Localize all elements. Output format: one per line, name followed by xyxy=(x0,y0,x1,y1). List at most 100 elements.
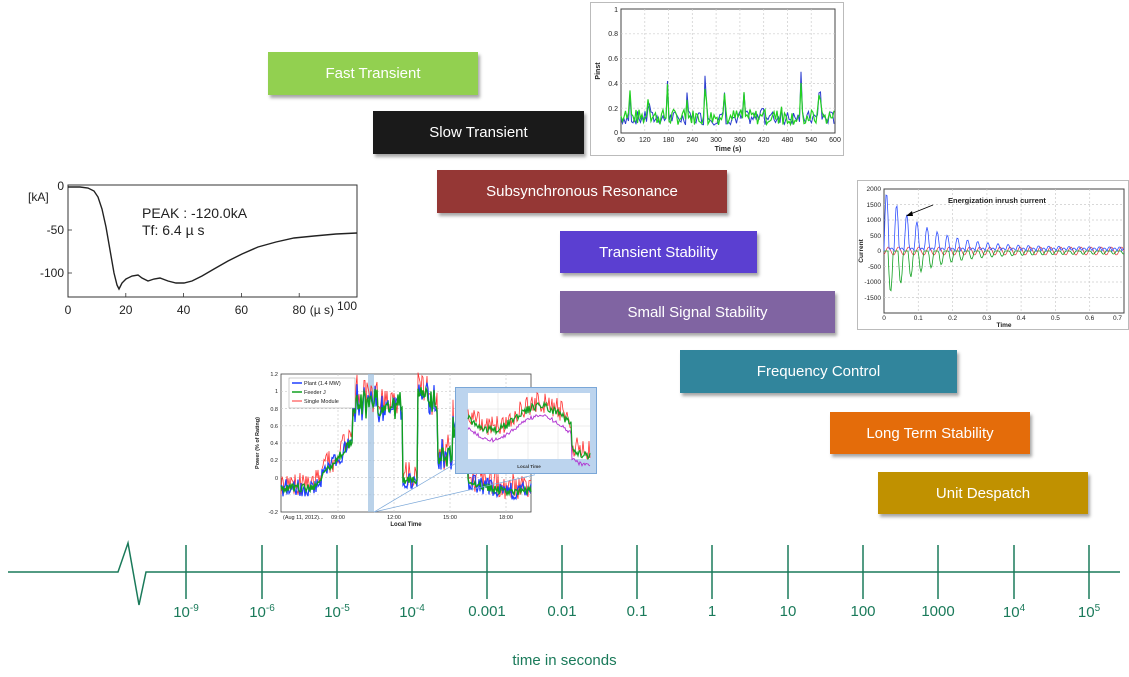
lightning-y-unit: [kA] xyxy=(28,190,49,204)
inrush-ytick: -1000 xyxy=(864,279,881,286)
pinst-xtick: 420 xyxy=(758,137,770,144)
pinst-xtick: 120 xyxy=(639,137,651,144)
lightning-x-unit: (µ s) xyxy=(310,303,334,317)
inrush-ytick: 1500 xyxy=(867,202,882,209)
inrush-xtick: 0.6 xyxy=(1085,315,1094,322)
timeline-tick-label: 10 xyxy=(779,603,797,620)
pv-xtick: 12:00 xyxy=(387,515,401,521)
timeline-tick-label: 10-5 xyxy=(324,603,350,621)
pinst-ytick: 0.6 xyxy=(608,56,618,63)
lightning-xtick: 20 xyxy=(119,303,133,317)
lightning-peak-annotation: PEAK : -120.0kA xyxy=(142,205,248,221)
inrush-xtick: 0.7 xyxy=(1113,315,1122,322)
bar-slow-transient: Slow Transient xyxy=(373,111,584,154)
pinst-xtick: 360 xyxy=(734,137,746,144)
inrush-ytick: -500 xyxy=(868,264,881,271)
lightning-plot-svg: [kA] 0 -50 -100 0 20 40 60 80 (µ s) 100 … xyxy=(28,179,358,317)
timeline-tick-label: 10-6 xyxy=(249,603,275,621)
pv-xlabel: Local Time xyxy=(390,522,422,528)
pv-ylabel: Power (% of Rating) xyxy=(255,417,261,469)
pv-xtick: 15:00 xyxy=(443,515,457,521)
timeline-tick-label: 10-9 xyxy=(173,603,199,621)
inrush-ytick: 2000 xyxy=(867,186,882,193)
pv-legend-entry: Plant (1.4 MW) xyxy=(304,381,341,387)
pinst-xtick: 300 xyxy=(710,137,722,144)
lightning-ytick: -100 xyxy=(40,266,64,280)
bar-small-signal-stability: Small Signal Stability xyxy=(560,291,835,333)
timeline-tick-label: 1 xyxy=(707,603,717,620)
pv-xtick: (Aug 11, 2012)... xyxy=(283,515,324,521)
pv-ytick: -0.2 xyxy=(269,510,278,516)
inrush-ytick: 500 xyxy=(870,233,881,240)
pv-xtick: 18:00 xyxy=(499,515,513,521)
pv-legend-entry: Feeder J xyxy=(304,390,326,396)
inrush-ytick: -1500 xyxy=(864,295,881,302)
inrush-ylabel: Current xyxy=(858,238,865,262)
pinst-ytick: 0 xyxy=(614,130,618,137)
pv-ytick: 0.6 xyxy=(270,424,278,430)
pv-legend-entry: Single Module xyxy=(304,399,339,405)
pinst-ylabel: Pinst xyxy=(595,62,602,80)
timeline-tick-label: 0.01 xyxy=(547,603,577,620)
timeline-tick-label: 10-4 xyxy=(399,603,425,621)
inrush-xtick: 0.3 xyxy=(982,315,991,322)
pv-ytick: 1 xyxy=(275,389,278,395)
pv-zoom-inset-svg: Local Time xyxy=(467,391,591,469)
pv-ytick: 1.2 xyxy=(270,372,278,378)
inrush-xtick: 0.4 xyxy=(1017,315,1026,322)
pinst-xtick: 480 xyxy=(782,137,794,144)
lightning-xtick: 80 xyxy=(293,303,307,317)
bar-long-term-stability: Long Term Stability xyxy=(830,412,1030,454)
inrush-xtick: 0.5 xyxy=(1051,315,1060,322)
lightning-xtick: 40 xyxy=(177,303,191,317)
lightning-ytick: 0 xyxy=(57,179,64,193)
timeline-tick-label: 100 xyxy=(850,603,876,620)
lightning-plot: [kA] 0 -50 -100 0 20 40 60 80 (µ s) 100 … xyxy=(22,175,362,320)
pinst-plot-svg: 1 0.8 0.6 0.4 0.2 0 60 120 180 240 300 3… xyxy=(595,7,841,153)
lightning-xtick: 100 xyxy=(337,299,357,313)
lightning-xtick: 60 xyxy=(235,303,249,317)
lightning-tf-annotation: Tf: 6.4 µ s xyxy=(142,222,205,238)
pv-ytick: 0 xyxy=(275,476,278,482)
pv-ytick: 0.8 xyxy=(270,407,278,413)
timeline-tick-label: 104 xyxy=(1002,603,1026,621)
pv-ytick: 0.4 xyxy=(270,441,278,447)
bar-unit-despatch: Unit Despatch xyxy=(878,472,1088,514)
pinst-xtick: 60 xyxy=(617,137,625,144)
bar-transient-stability: Transient Stability xyxy=(560,231,757,273)
pinst-ytick: 0.2 xyxy=(608,106,618,113)
pv-zoom-xlabel: Local Time xyxy=(517,464,541,469)
pinst-xlabel: Time (s) xyxy=(715,146,742,153)
pinst-xtick: 240 xyxy=(686,137,698,144)
lightning-xtick: 0 xyxy=(65,303,72,317)
timeline-tick-label: 0.001 xyxy=(468,603,506,620)
pinst-ytick: 1 xyxy=(614,7,618,14)
pinst-xtick: 600 xyxy=(829,137,841,144)
inrush-xtick: 0.2 xyxy=(948,315,957,322)
bar-frequency-control: Frequency Control xyxy=(680,350,957,393)
pinst-xtick: 540 xyxy=(805,137,817,144)
pinst-ytick: 0.4 xyxy=(608,81,618,88)
pv-xtick: 09:00 xyxy=(331,515,345,521)
inrush-ytick: 1000 xyxy=(867,217,882,224)
pv-zoom-inset: Local Time xyxy=(455,387,597,474)
pinst-ytick: 0.8 xyxy=(608,31,618,38)
pinst-xtick: 180 xyxy=(663,137,675,144)
inrush-annotation: Energization inrush current xyxy=(948,196,1046,205)
inrush-xtick: 0 xyxy=(882,315,886,322)
lightning-ytick: -50 xyxy=(47,223,65,237)
pinst-plot: 1 0.8 0.6 0.4 0.2 0 60 120 180 240 300 3… xyxy=(590,2,844,156)
inrush-ytick: 0 xyxy=(877,248,881,255)
inrush-xtick: 0.1 xyxy=(914,315,923,322)
bar-fast-transient: Fast Transient xyxy=(268,52,478,95)
timeline-tick-label: 105 xyxy=(1077,603,1101,621)
inrush-xlabel: Time xyxy=(996,322,1011,329)
inrush-plot: Energization inrush current 2000 1500 10… xyxy=(857,180,1129,330)
pv-ytick: 0.2 xyxy=(270,458,278,464)
bar-subsynchronous-resonance: Subsynchronous Resonance xyxy=(437,170,727,213)
timeline-tick-label: 0.1 xyxy=(626,603,648,620)
timeline-axis-title: time in seconds xyxy=(512,652,617,669)
timeline-tick-label: 1000 xyxy=(921,603,955,620)
inrush-plot-svg: Energization inrush current 2000 1500 10… xyxy=(858,186,1125,329)
